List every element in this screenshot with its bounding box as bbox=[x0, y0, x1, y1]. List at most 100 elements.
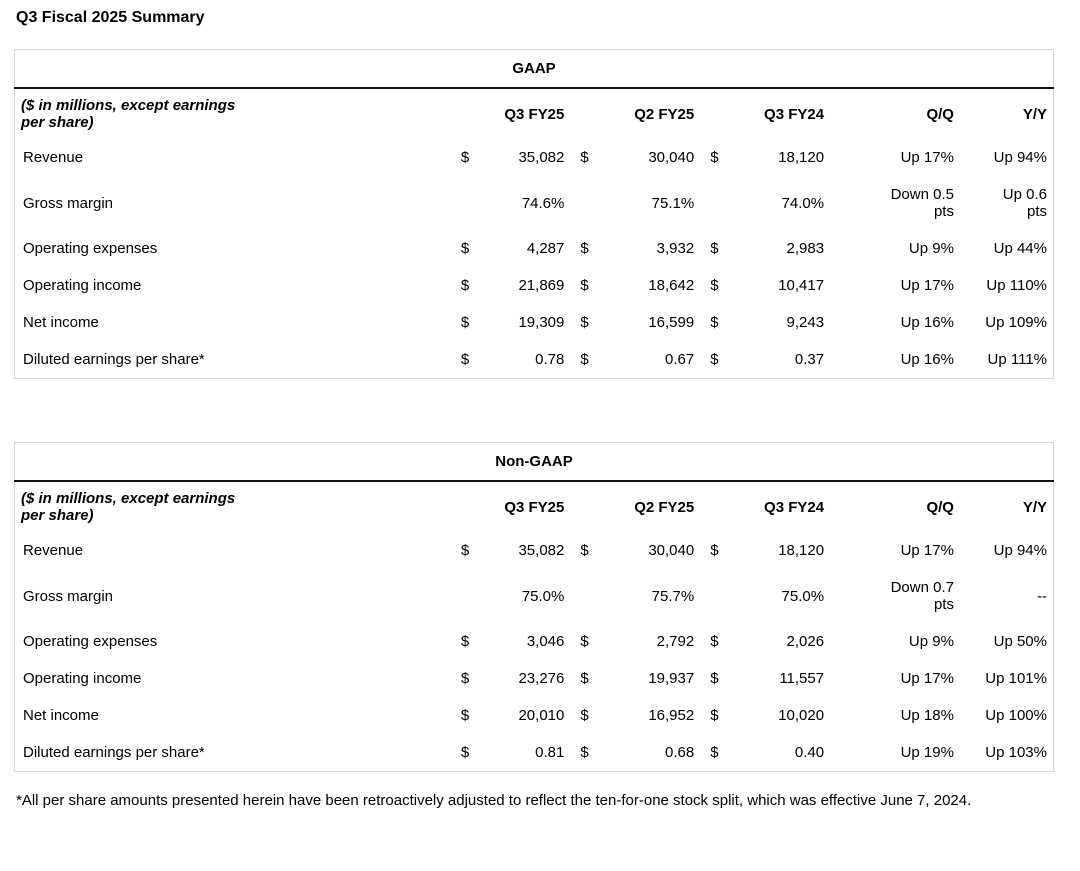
qq-change-cell: Down 0.7 pts bbox=[890, 579, 954, 613]
dollar-sign: $ bbox=[710, 707, 719, 724]
table-row: Diluted earnings per share* $0.78 $0.67 $0.… bbox=[15, 341, 1054, 379]
value-cell-q3fy24: 18,120 bbox=[778, 149, 825, 166]
column-header-q3-fy24: Q3 FY24 bbox=[764, 498, 825, 516]
qq-change-cell: Up 16% bbox=[900, 314, 954, 331]
qq-change-cell: Up 17% bbox=[900, 670, 954, 687]
value-cell-q3fy25: 35,082 bbox=[518, 149, 565, 166]
qq-change-cell: Down 0.5 pts bbox=[890, 186, 954, 220]
dollar-sign: $ bbox=[710, 633, 719, 650]
dollar-sign: $ bbox=[710, 240, 719, 257]
yy-change-cell: -- bbox=[1037, 587, 1047, 605]
gaap-table: GAAP ($ in millions, except earnings per… bbox=[14, 49, 1054, 379]
dollar-sign: $ bbox=[710, 744, 719, 761]
qq-change-cell: Up 9% bbox=[908, 240, 954, 257]
value-cell-q3fy24: 74.0% bbox=[781, 194, 825, 212]
dollar-sign bbox=[570, 569, 601, 623]
value-cell-q3fy24: 2,983 bbox=[786, 240, 825, 257]
table-row: Gross margin 74.6% 75.1% 74.0% Down 0.5 pts U… bbox=[15, 176, 1054, 230]
column-header-row: ($ in millions, except earnings per shar… bbox=[15, 88, 1054, 139]
dollar-sign: $ bbox=[580, 314, 589, 331]
qq-change-cell: Up 18% bbox=[900, 707, 954, 724]
column-header-q3-fy24: Q3 FY24 bbox=[764, 105, 825, 123]
table-title-row: GAAP bbox=[14, 49, 1054, 89]
dollar-sign: $ bbox=[580, 744, 589, 761]
dollar-sign: $ bbox=[580, 542, 589, 559]
row-label: Revenue bbox=[23, 149, 84, 166]
qq-change-cell: Up 17% bbox=[900, 542, 954, 559]
yy-change-cell: Up 109% bbox=[985, 314, 1047, 331]
dollar-sign: $ bbox=[580, 707, 589, 724]
unit-note: ($ in millions, except earnings per shar… bbox=[21, 97, 236, 131]
value-cell-q3fy25: 21,869 bbox=[518, 277, 565, 294]
row-label: Diluted earnings per share* bbox=[23, 351, 205, 368]
non-gaap-table: Non-GAAP ($ in millions, except earnings… bbox=[14, 442, 1054, 772]
yy-change-cell: Up 110% bbox=[986, 277, 1047, 294]
dollar-sign: $ bbox=[460, 240, 470, 257]
value-cell-q3fy25: 23,276 bbox=[518, 670, 565, 687]
row-label: Diluted earnings per share* bbox=[23, 744, 205, 761]
stock-split-footnote: *All per share amounts presented herein … bbox=[16, 792, 972, 809]
qq-change-cell: Up 9% bbox=[908, 633, 954, 650]
value-cell-q3fy25: 35,082 bbox=[518, 542, 565, 559]
table-title-row: Non-GAAP bbox=[14, 442, 1054, 482]
table-row: Revenue $35,082 $30,040 $18,120 Up 17% Up 94% bbox=[15, 139, 1054, 176]
table-title: Non-GAAP bbox=[14, 442, 1054, 482]
value-cell-q3fy24: 2,026 bbox=[786, 633, 825, 650]
dollar-sign: $ bbox=[460, 670, 470, 687]
dollar-sign: $ bbox=[580, 240, 589, 257]
yy-change-cell: Up 101% bbox=[985, 670, 1047, 687]
column-header-qq: Q/Q bbox=[926, 498, 954, 516]
value-cell-q3fy24: 11,557 bbox=[779, 670, 825, 687]
yy-change-cell: Up 0.6 pts bbox=[1002, 186, 1047, 220]
dollar-sign: $ bbox=[460, 314, 470, 331]
yy-change-cell: Up 103% bbox=[985, 744, 1047, 761]
column-header-yy: Y/Y bbox=[1022, 498, 1047, 516]
table-row: Gross margin 75.0% 75.7% 75.0% Down 0.7 pts -… bbox=[15, 569, 1054, 623]
dollar-sign bbox=[451, 569, 477, 623]
column-header-q3-fy25: Q3 FY25 bbox=[504, 105, 565, 123]
value-cell-q3fy24: 0.40 bbox=[794, 744, 825, 761]
dollar-sign: $ bbox=[460, 149, 470, 166]
dollar-sign: $ bbox=[460, 277, 470, 294]
dollar-sign: $ bbox=[710, 277, 719, 294]
page-title: Q3 Fiscal 2025 Summary bbox=[16, 9, 205, 26]
dollar-sign: $ bbox=[580, 351, 589, 368]
dollar-sign bbox=[700, 569, 731, 623]
row-label: Operating income bbox=[23, 670, 142, 687]
value-cell-q2fy25: 2,792 bbox=[656, 633, 695, 650]
value-cell-q3fy24: 0.37 bbox=[794, 351, 825, 368]
yy-change-cell: Up 111% bbox=[987, 351, 1047, 368]
row-label: Net income bbox=[23, 314, 99, 331]
table-row: Revenue $35,082 $30,040 $18,120 Up 17% Up 94% bbox=[15, 532, 1054, 569]
column-header-qq: Q/Q bbox=[926, 105, 954, 123]
dollar-sign: $ bbox=[710, 351, 719, 368]
dollar-sign: $ bbox=[580, 670, 589, 687]
column-header-q3-fy25: Q3 FY25 bbox=[504, 498, 565, 516]
dollar-sign: $ bbox=[460, 744, 470, 761]
row-label: Operating income bbox=[23, 277, 142, 294]
value-cell-q2fy25: 30,040 bbox=[648, 542, 695, 559]
value-cell-q2fy25: 0.68 bbox=[665, 744, 695, 761]
value-cell-q2fy25: 16,599 bbox=[648, 314, 695, 331]
dollar-sign: $ bbox=[580, 633, 589, 650]
value-cell-q3fy25: 74.6% bbox=[521, 194, 565, 212]
table-title: GAAP bbox=[14, 49, 1054, 89]
yy-change-cell: Up 50% bbox=[993, 633, 1047, 650]
value-cell-q2fy25: 18,642 bbox=[648, 277, 695, 294]
table-row: Net income $20,010 $16,952 $10,020 Up 18% Up … bbox=[15, 697, 1054, 734]
value-cell-q3fy24: 9,243 bbox=[786, 314, 825, 331]
yy-change-cell: Up 44% bbox=[993, 240, 1047, 257]
dollar-sign: $ bbox=[460, 351, 470, 368]
dollar-sign: $ bbox=[710, 670, 719, 687]
qq-change-cell: Up 17% bbox=[900, 149, 954, 166]
qq-change-cell: Up 19% bbox=[900, 744, 954, 761]
value-cell-q3fy24: 18,120 bbox=[778, 542, 825, 559]
yy-change-cell: Up 94% bbox=[993, 149, 1047, 166]
row-label: Gross margin bbox=[23, 194, 114, 212]
dollar-sign bbox=[451, 176, 477, 230]
table-row: Operating expenses $3,046 $2,792 $2,026 Up 9… bbox=[15, 623, 1054, 660]
value-cell-q3fy25: 3,046 bbox=[526, 633, 565, 650]
column-header-yy: Y/Y bbox=[1022, 105, 1047, 123]
row-label: Gross margin bbox=[23, 587, 114, 605]
